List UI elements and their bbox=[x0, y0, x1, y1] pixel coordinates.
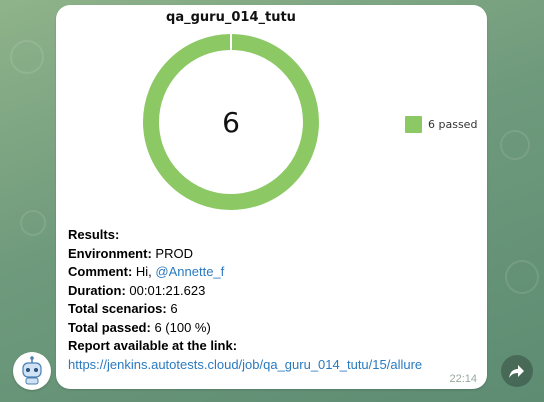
donut-chart: 6 bbox=[143, 34, 319, 210]
results-heading: Results: bbox=[68, 227, 120, 242]
background-doodle bbox=[505, 260, 539, 294]
environment-label: Environment: bbox=[68, 245, 152, 261]
duration-line: Duration: 00:01:21.623 bbox=[68, 282, 478, 301]
legend-swatch-passed bbox=[405, 116, 422, 133]
report-link[interactable]: https://jenkins.autotests.cloud/job/qa_g… bbox=[68, 356, 423, 372]
total-scenarios-value: 6 bbox=[166, 301, 178, 316]
report-text: Results: Environment: PROD Comment: Hi, … bbox=[68, 226, 478, 374]
duration-label: Duration: bbox=[68, 282, 126, 298]
total-scenarios-label: Total scenarios: bbox=[68, 301, 167, 316]
background-doodle bbox=[500, 130, 530, 160]
total-passed-line: Total passed: 6 (100 %) bbox=[68, 319, 478, 338]
forward-arrow-icon[interactable] bbox=[501, 355, 533, 387]
message-time: 22:14 bbox=[449, 373, 477, 385]
comment-line: Comment: Hi, @Annette_f bbox=[68, 263, 478, 282]
environment-value: PROD bbox=[151, 245, 193, 261]
duration-value: 00:01:21.623 bbox=[125, 282, 206, 298]
total-passed-value: 6 (100 %) bbox=[150, 319, 211, 335]
mention-link[interactable]: @Annette_f bbox=[155, 264, 225, 279]
total-passed-label: Total passed: bbox=[68, 319, 151, 335]
background-doodle bbox=[20, 210, 46, 236]
chart-title: qa_guru_014_tutu bbox=[166, 10, 296, 25]
total-scenarios-line: Total scenarios: 6 bbox=[68, 300, 478, 319]
environment-line: Environment: PROD bbox=[68, 245, 478, 264]
message-bubble: qa_guru_014_tutu 6 6 passed Results: Env… bbox=[56, 5, 487, 389]
report-link-line: https://jenkins.autotests.cloud/job/qa_g… bbox=[68, 356, 478, 375]
donut-center-label: 6 bbox=[222, 106, 240, 139]
robot-avatar-icon[interactable] bbox=[13, 352, 51, 390]
report-label-line: Report available at the link: bbox=[68, 337, 478, 356]
chart-legend: 6 passed bbox=[405, 116, 477, 133]
legend-label-passed: 6 passed bbox=[428, 118, 478, 131]
comment-text: Hi, bbox=[132, 264, 156, 279]
report-label: Report available at the link: bbox=[68, 338, 238, 353]
comment-label: Comment: bbox=[68, 264, 133, 279]
background-doodle bbox=[10, 40, 44, 74]
